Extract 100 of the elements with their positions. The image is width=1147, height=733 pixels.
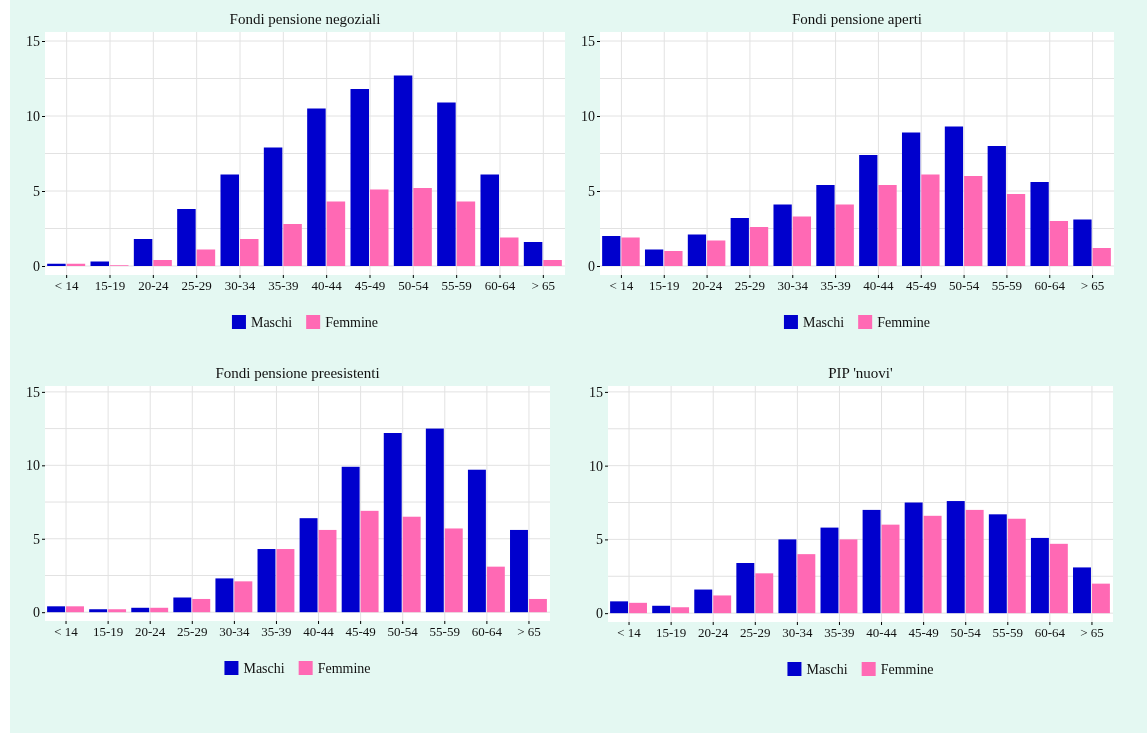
x-tick-label: 20-24 (135, 624, 166, 640)
bar (192, 598, 211, 613)
bar (1073, 567, 1091, 614)
bar (964, 176, 983, 266)
chart-title: Fondi pensione aperti (792, 11, 922, 27)
bar (350, 89, 369, 266)
bar (987, 146, 1006, 266)
bar (629, 602, 647, 614)
bar (402, 516, 421, 613)
legend-label: Femmine (877, 315, 931, 330)
y-tick-label: 0 (596, 606, 603, 622)
x-tick-label: > 65 (517, 624, 541, 640)
x-tick-label: < 14 (609, 278, 634, 294)
bar (1073, 219, 1092, 266)
x-tick-label: 25-29 (181, 278, 212, 294)
y-tick-label: 15 (589, 384, 603, 400)
bar (240, 239, 259, 266)
bar (383, 433, 402, 613)
bar (360, 510, 379, 613)
bar (1007, 518, 1026, 614)
x-tick-label: 60-64 (484, 278, 516, 294)
bar (177, 209, 196, 266)
y-tick-label: 10 (581, 108, 595, 124)
legend-label: Femmine (325, 315, 379, 330)
bar (736, 563, 755, 614)
bar (437, 102, 456, 266)
x-tick-label: 55-59 (991, 278, 1023, 294)
bar (749, 227, 769, 266)
bar (318, 529, 337, 613)
x-tick-label: 30-34 (777, 278, 809, 294)
legend-label: Maschi (250, 315, 293, 330)
bar (413, 188, 432, 266)
x-tick-label: 35-39 (820, 278, 851, 294)
bar (792, 216, 812, 266)
y-tick-label: 10 (26, 108, 40, 124)
bar (602, 236, 621, 266)
bar (370, 189, 389, 266)
bar (944, 126, 964, 266)
bar (713, 595, 732, 614)
x-tick-label: 50-54 (398, 278, 429, 294)
x-tick-label: 60-64 (1034, 278, 1066, 294)
y-tick-label: 0 (588, 258, 595, 274)
bar (108, 609, 127, 613)
bar (988, 514, 1007, 614)
bar (921, 174, 940, 266)
bar (965, 509, 984, 614)
x-tick-label: < 14 (54, 624, 79, 640)
bar (500, 237, 519, 266)
y-tick-label: 5 (33, 183, 40, 199)
x-tick-label: 60-64 (1034, 625, 1066, 641)
bar (283, 224, 302, 266)
bar (131, 607, 150, 613)
x-tick-label: 50-54 (948, 278, 980, 294)
bar (881, 524, 900, 614)
bar (773, 204, 792, 266)
y-tick-label: 0 (33, 258, 40, 274)
bar (904, 502, 923, 614)
bar (1006, 194, 1026, 266)
bar (89, 609, 108, 613)
x-tick-label: 20-24 (698, 625, 729, 641)
x-tick-label: 50-54 (387, 624, 419, 640)
bar (425, 428, 444, 613)
bar (510, 529, 528, 613)
legend-label: Maschi (806, 662, 848, 677)
y-tick-label: 10 (589, 458, 603, 474)
y-tick-label: 10 (26, 458, 40, 474)
bar (755, 573, 774, 614)
chart-title: Fondi pensione preesistenti (215, 365, 380, 381)
x-tick-label: > 65 (1080, 278, 1105, 294)
bar (307, 108, 326, 266)
bar (47, 263, 66, 266)
y-tick-label: 15 (581, 33, 595, 49)
y-tick-label: 5 (596, 532, 603, 548)
bar (341, 466, 360, 613)
bar (694, 589, 713, 614)
x-tick-label: 40-44 (311, 278, 343, 294)
y-tick-label: 5 (33, 531, 40, 547)
bar (1049, 543, 1068, 614)
x-tick-label: 25-29 (177, 624, 208, 640)
bar (467, 469, 486, 613)
x-tick-label: 45-49 (908, 625, 939, 641)
bar (456, 201, 476, 266)
y-tick-label: 15 (26, 384, 40, 400)
x-tick-label: > 65 (1080, 625, 1104, 641)
x-tick-label: 25-29 (734, 278, 766, 294)
bar (276, 549, 295, 613)
bar (523, 242, 543, 266)
bar (664, 251, 683, 266)
bar (707, 240, 726, 266)
bar (687, 234, 707, 266)
x-tick-label: 30-34 (782, 625, 814, 641)
bar (220, 174, 239, 266)
bar (480, 174, 499, 266)
bar (859, 155, 878, 266)
bar (326, 201, 346, 266)
x-tick-label: 45-49 (354, 278, 386, 294)
bar (901, 132, 921, 266)
bar (839, 539, 858, 614)
x-tick-label: 55-59 (429, 624, 460, 640)
bar (644, 249, 664, 266)
